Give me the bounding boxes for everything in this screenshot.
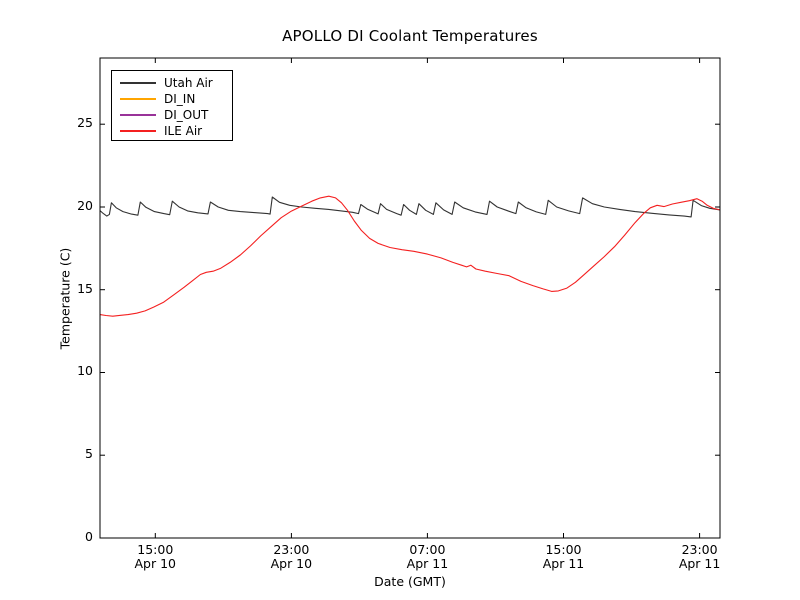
legend-line-sample — [120, 82, 156, 84]
x-tick-label: 23:00 Apr 10 — [246, 543, 336, 571]
y-tick-label: 10 — [77, 363, 93, 379]
x-tick-date: Apr 11 — [406, 556, 449, 571]
legend-label: ILE Air — [164, 124, 203, 138]
x-tick-time: 23:00 — [681, 542, 718, 557]
legend-label: DI_OUT — [164, 108, 209, 122]
legend-line-sample — [120, 114, 156, 116]
legend-item-di-in: DI_IN — [120, 91, 232, 107]
legend: Utah Air DI_IN DI_OUT ILE Air — [111, 70, 233, 141]
x-tick-label: 15:00 Apr 10 — [110, 543, 200, 571]
y-tick-label: 20 — [77, 197, 93, 213]
x-tick-time: 07:00 — [409, 542, 446, 557]
x-tick-label: 07:00 Apr 11 — [382, 543, 472, 571]
legend-item-utah-air: Utah Air — [120, 75, 232, 91]
series-line — [99, 196, 721, 218]
y-tick-label: 5 — [85, 446, 93, 462]
x-tick-time: 15:00 — [137, 542, 174, 557]
x-tick-time: 23:00 — [273, 542, 310, 557]
x-tick-date: Apr 10 — [134, 556, 177, 571]
chart-title: APOLLO DI Coolant Temperatures — [282, 27, 538, 45]
x-tick-label: 15:00 Apr 11 — [519, 543, 609, 571]
legend-label: DI_IN — [164, 92, 196, 106]
legend-label: Utah Air — [164, 76, 213, 90]
x-tick-date: Apr 10 — [270, 556, 313, 571]
x-tick-time: 15:00 — [545, 542, 582, 557]
y-tick-label: 25 — [77, 115, 93, 131]
legend-line-sample — [120, 98, 156, 100]
legend-item-di-out: DI_OUT — [120, 107, 232, 123]
series-line — [99, 195, 721, 317]
y-tick-label: 0 — [85, 529, 93, 544]
plot-frame — [99, 57, 721, 539]
y-tick-label: 15 — [77, 280, 93, 296]
x-tick-date: Apr 11 — [678, 556, 721, 571]
legend-item-ile-air: ILE Air — [120, 123, 232, 139]
legend-line-sample — [120, 130, 156, 132]
y-axis-label: Temperature (C) — [57, 247, 73, 350]
x-axis-label: Date (GMT) — [374, 574, 446, 589]
x-tick-label: 23:00 Apr 11 — [655, 543, 745, 571]
x-tick-date: Apr 11 — [542, 556, 585, 571]
